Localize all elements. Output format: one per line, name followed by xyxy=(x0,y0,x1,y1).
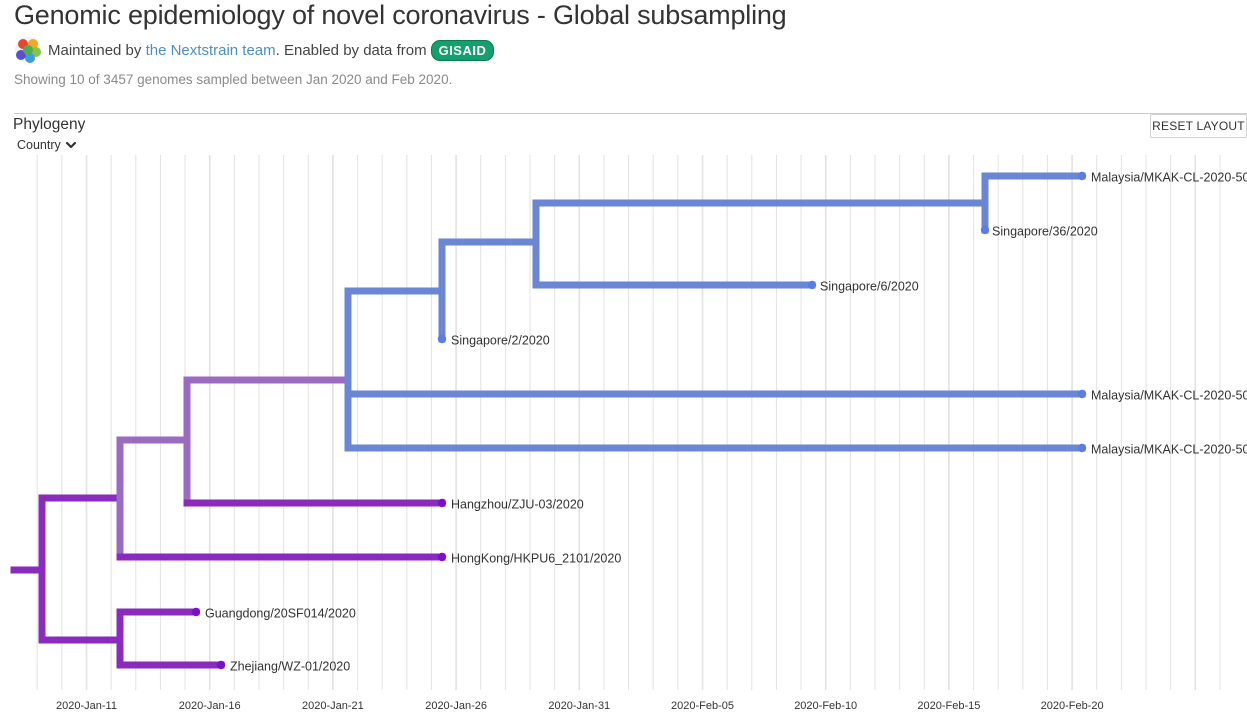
tip-label[interactable]: Malaysia/MKAK-CL-2020-50 xyxy=(1091,170,1247,184)
panel-divider xyxy=(14,113,1247,114)
tip-label[interactable]: Singapore/6/2020 xyxy=(820,279,919,293)
x-tick-label: 2020-Feb-20 xyxy=(1041,700,1104,712)
tip-label[interactable]: Guangdong/20SF014/2020 xyxy=(205,606,356,620)
tip-marker[interactable] xyxy=(1077,171,1087,181)
x-tick-label: 2020-Jan-21 xyxy=(302,700,364,712)
enabled-text: . Enabled by data from xyxy=(275,41,427,59)
nextstrain-logo-icon xyxy=(15,37,41,63)
byline: Maintained by the Nextstrain team. Enabl… xyxy=(14,36,495,64)
tip-label[interactable]: Hangzhou/ZJU-03/2020 xyxy=(451,497,584,511)
tip-marker[interactable] xyxy=(980,225,990,235)
tip-marker[interactable] xyxy=(1077,389,1087,399)
tip-label[interactable]: Malaysia/MKAK-CL-2020-50 xyxy=(1091,442,1247,456)
reset-layout-button[interactable]: RESET LAYOUT xyxy=(1150,114,1247,138)
x-tick-label: 2020-Feb-05 xyxy=(671,700,734,712)
time-axis: 2020-Jan-11 2020-Jan-16 2020-Jan-21 2020-Ja… xyxy=(56,700,1104,712)
tip-marker[interactable] xyxy=(437,552,447,562)
tip-label[interactable]: HongKong/HKPU6_2101/2020 xyxy=(451,551,621,565)
time-gridlines xyxy=(36,155,1221,690)
tip-label[interactable]: Malaysia/MKAK-CL-2020-50 xyxy=(1091,388,1247,402)
gisaid-badge[interactable]: GISAID xyxy=(430,39,495,61)
tip-marker[interactable] xyxy=(437,498,447,508)
genome-summary: Showing 10 of 3457 genomes sampled betwe… xyxy=(14,72,453,87)
tip-marker[interactable] xyxy=(437,334,447,344)
x-tick-label: 2020-Jan-11 xyxy=(56,700,117,712)
chevron-down-icon xyxy=(65,141,76,149)
maintainer-link[interactable]: the Nextstrain team xyxy=(145,41,276,59)
tree-tips[interactable]: Malaysia/MKAK-CL-2020-50 Singapore/36/202… xyxy=(191,170,1247,673)
tip-label[interactable]: Singapore/36/2020 xyxy=(992,224,1098,238)
x-tick-label: 2020-Jan-31 xyxy=(548,700,610,712)
tip-marker[interactable] xyxy=(1077,443,1087,453)
maintained-prefix: Maintained by xyxy=(48,41,142,59)
tip-marker[interactable] xyxy=(191,607,201,617)
tree-branches[interactable] xyxy=(10,172,1086,669)
panel-title: Phylogeny xyxy=(13,116,86,133)
tip-label[interactable]: Singapore/2/2020 xyxy=(451,333,550,347)
tip-label[interactable]: Zhejiang/WZ-01/2020 xyxy=(230,659,350,673)
tip-marker[interactable] xyxy=(807,280,817,290)
color-by-value: Country xyxy=(17,138,61,152)
tip-marker[interactable] xyxy=(216,660,226,670)
x-tick-label: 2020-Feb-10 xyxy=(794,700,857,712)
page-title: Genomic epidemiology of novel coronaviru… xyxy=(14,0,787,30)
x-tick-label: 2020-Feb-15 xyxy=(917,700,980,712)
x-tick-label: 2020-Jan-16 xyxy=(179,700,241,712)
color-by-dropdown[interactable]: Country xyxy=(17,138,77,152)
x-tick-label: 2020-Jan-26 xyxy=(425,700,487,712)
